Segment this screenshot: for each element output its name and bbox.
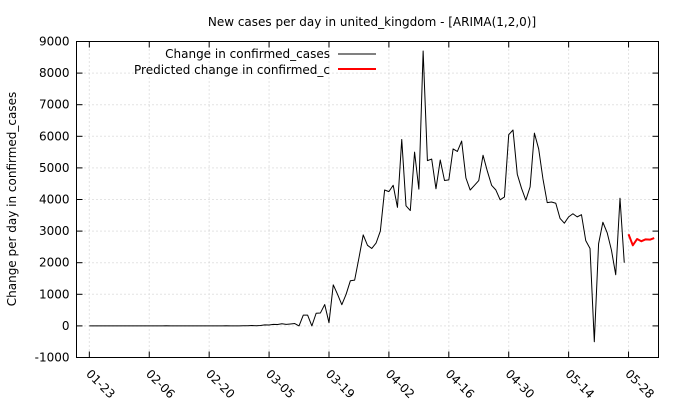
y-tick-label: 7000 [39, 98, 70, 112]
y-axis-label: Change per day in confirmed_cases [5, 92, 19, 307]
x-tick-label: 04-02 [383, 367, 418, 400]
x-tick-label: 05-28 [622, 367, 657, 400]
x-tick-label: 05-14 [563, 367, 598, 400]
y-tick-label: 0 [62, 319, 70, 333]
x-tick-label: 03-19 [323, 367, 358, 400]
x-tick-label: 01-23 [83, 367, 118, 400]
x-tick-label: 02-20 [203, 367, 238, 400]
y-tick-label: 3000 [39, 224, 70, 238]
x-tick-label: 04-16 [443, 367, 478, 400]
y-tick-label: 6000 [39, 129, 70, 143]
x-tick-label: 02-06 [143, 367, 178, 400]
y-tick-label: 8000 [39, 66, 70, 80]
axes: -1000 0 1000 2000 3000 4000 5000 6000 7000 8000 90… [35, 35, 659, 400]
series-line-predicted [627, 233, 655, 247]
legend: Change in confirmed_cases Predicted chan… [134, 47, 376, 77]
series-line-actual [89, 50, 625, 343]
y-tick-label: 4000 [39, 193, 70, 207]
plot-frame [76, 41, 659, 358]
y-tick-label: 2000 [39, 256, 70, 270]
legend-label-predicted: Predicted change in confirmed_c [134, 63, 330, 77]
plot-area [89, 50, 655, 343]
legend-label-actual: Change in confirmed_cases [165, 47, 330, 61]
y-tick-label: 9000 [39, 35, 70, 49]
y-tick-label: -1000 [35, 351, 70, 365]
y-tick-label: 5000 [39, 161, 70, 175]
chart-title: New cases per day in united_kingdom - [A… [208, 15, 536, 29]
y-tick-label: 1000 [39, 287, 70, 301]
x-tick-label: 03-05 [263, 367, 298, 400]
grid-lines [76, 41, 659, 358]
x-tick-label: 04-30 [503, 367, 538, 400]
